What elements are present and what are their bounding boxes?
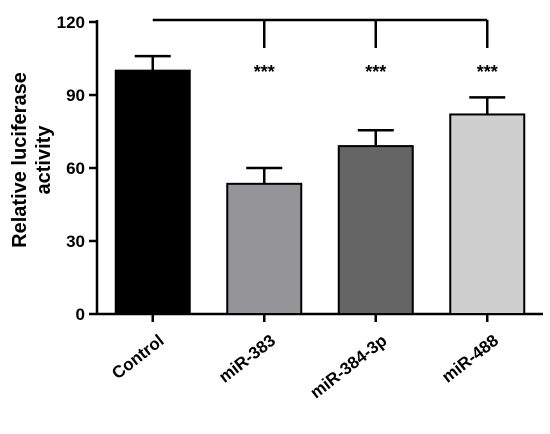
y-tick-label: 90 — [66, 86, 85, 105]
x-axis-labels: Control miR-383 miR-384-3p miR-488 — [108, 314, 502, 402]
significance-group: *** *** *** — [152, 18, 498, 82]
y-axis-title: Relative luciferase activity — [9, 72, 55, 248]
y-axis-ticks: 0 30 60 90 120 — [57, 13, 97, 324]
significance-stars: *** — [365, 62, 386, 82]
y-tick-label: 30 — [66, 232, 85, 251]
significance-stars: *** — [254, 62, 275, 82]
bar-mir-384-3p — [337, 145, 414, 315]
bar-mir-488 — [449, 113, 526, 316]
x-category-label: miR-383 — [215, 331, 279, 387]
y-tick-label: 120 — [57, 13, 85, 32]
bars-group — [114, 69, 526, 316]
y-tick-label: 60 — [66, 159, 85, 178]
significance-stars: *** — [477, 62, 498, 82]
y-axis-title-line-1: Relative luciferase — [9, 72, 31, 248]
bar-mir-383 — [226, 182, 303, 315]
bar-control — [114, 69, 191, 315]
error-bars-group — [134, 54, 506, 184]
x-category-label: Control — [108, 331, 167, 383]
x-category-label: miR-488 — [438, 331, 502, 387]
y-tick-label: 0 — [76, 305, 85, 324]
x-category-label: miR-384-3p — [307, 331, 391, 402]
y-axis-title-line-2: activity — [33, 125, 55, 195]
